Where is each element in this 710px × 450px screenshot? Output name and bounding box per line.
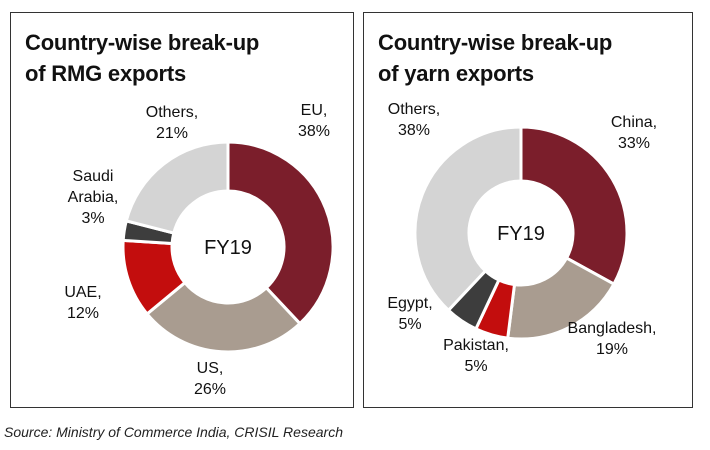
- yarn-slice-china: [519, 125, 629, 287]
- yarn-label-china: China, 33%: [611, 114, 657, 152]
- rmg-slice-us: [144, 280, 302, 354]
- rmg-label-us: US, 26%: [194, 360, 226, 398]
- yarn-chart-title: Country-wise break-up of yarn exports: [378, 27, 688, 89]
- yarn-label-bangladesh: Bangladesh, 19%: [568, 320, 657, 358]
- rmg-title-line-2: of RMG exports: [25, 61, 186, 86]
- rmg-label-eu: EU, 38%: [298, 102, 330, 140]
- yarn-title-line-1: Country-wise break-up: [378, 30, 613, 55]
- yarn-center-label: FY19: [497, 223, 545, 245]
- rmg-chart-title: Country-wise break-up of RMG exports: [25, 27, 335, 89]
- yarn-label-others: Others, 38%: [388, 101, 440, 139]
- rmg-label-saudi-arabia: Saudi Arabia, 3%: [68, 168, 119, 227]
- yarn-title-line-2: of yarn exports: [378, 61, 534, 86]
- source-note: Source: Ministry of Commerce India, CRIS…: [4, 424, 343, 440]
- yarn-label-pakistan: Pakistan, 5%: [443, 337, 509, 375]
- rmg-label-uae: UAE, 12%: [64, 284, 101, 322]
- yarn-label-egypt: Egypt, 5%: [387, 295, 432, 333]
- yarn-slice-others: [413, 125, 523, 313]
- rmg-label-others: Others, 21%: [146, 104, 198, 142]
- rmg-slice-eu: [226, 140, 335, 326]
- rmg-slice-others: [124, 140, 230, 235]
- rmg-center-label: FY19: [204, 237, 252, 259]
- rmg-title-line-1: Country-wise break-up: [25, 30, 260, 55]
